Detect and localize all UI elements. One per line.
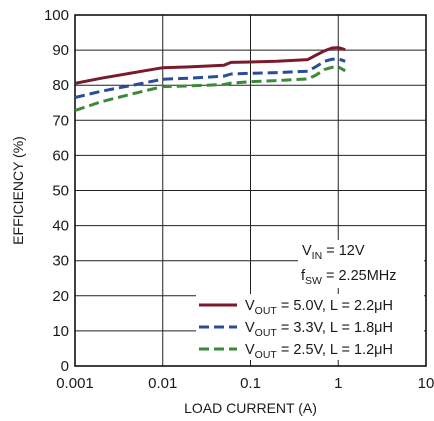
- x-axis-ticks: 0.001 0.01 0.1 1 10: [56, 375, 434, 392]
- plot-frame: [74, 14, 427, 367]
- legend: VOUT = 5.0V, L = 2.2μH VOUT = 3.3V, L = 1…: [196, 294, 424, 361]
- y-tick-label: 20: [52, 288, 69, 305]
- x-axis-label: LOAD CURRENT (A): [184, 400, 317, 416]
- series-line-2: [74, 57, 346, 99]
- legend-label-2: VOUT = 3.3V, L = 1.8μH: [245, 320, 393, 339]
- y-tick-label: 40: [52, 218, 69, 235]
- y-tick-label: 10: [52, 323, 69, 340]
- x-tick-label: 1: [334, 375, 342, 392]
- y-tick-label: 60: [52, 147, 69, 164]
- series-layer: [74, 46, 346, 112]
- annotation-vin: VIN = 12V: [302, 243, 365, 262]
- y-tick-label: 70: [52, 112, 69, 129]
- legend-label-3: VOUT = 2.5V, L = 1.2μH: [245, 342, 393, 361]
- y-tick-label: 80: [52, 77, 69, 94]
- operating-conditions: VIN = 12V fSW = 2.25MHz: [298, 240, 424, 288]
- y-tick-label: 50: [52, 183, 69, 200]
- y-axis-label: EFFICIENCY (%): [10, 136, 26, 245]
- y-axis-ticks: 0 10 20 30 40 50 60 70 80 90 100: [44, 7, 69, 375]
- y-tick-label: 30: [52, 253, 69, 270]
- x-tick-label: 0.01: [148, 375, 177, 392]
- plot-border: [74, 14, 427, 367]
- y-tick-label: 0: [61, 358, 69, 375]
- annotation-fsw: fSW = 2.25MHz: [301, 268, 397, 287]
- x-tick-label: 0.1: [240, 375, 261, 392]
- legend-label-1: VOUT = 5.0V, L = 2.2μH: [245, 298, 393, 317]
- series-line-3: [74, 65, 346, 112]
- series-line-1: [74, 46, 346, 85]
- y-tick-label: 90: [52, 42, 69, 59]
- y-tick-label: 100: [44, 7, 69, 24]
- x-tick-label: 10: [418, 375, 434, 392]
- x-tick-label: 0.001: [56, 375, 94, 392]
- annotation-background: [298, 240, 424, 288]
